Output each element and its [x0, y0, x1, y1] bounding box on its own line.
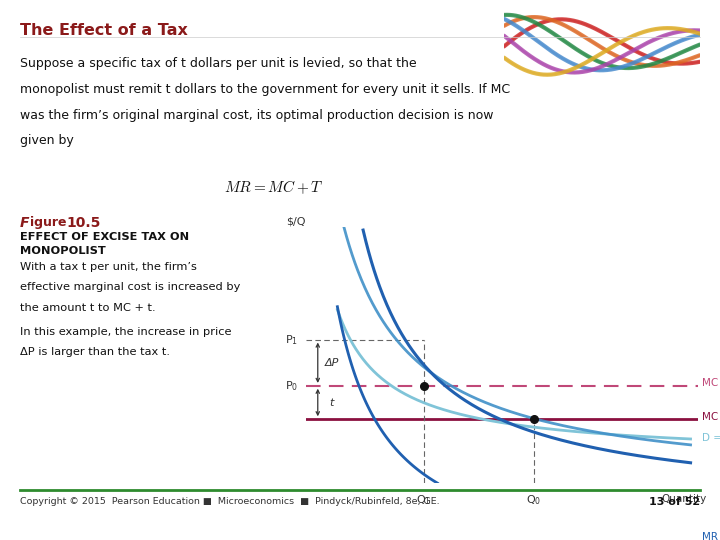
- Text: was the firm’s original marginal cost, its optimal production decision is now: was the firm’s original marginal cost, i…: [20, 109, 494, 122]
- Text: $MR = MC + T$: $MR = MC + T$: [224, 178, 323, 196]
- Text: EFFECT OF EXCISE TAX ON: EFFECT OF EXCISE TAX ON: [20, 232, 189, 242]
- Text: Quantity: Quantity: [661, 494, 706, 504]
- Text: Copyright © 2015  Pearson Education ■  Microeconomics  ■  Pindyck/Rubinfeld, 8e,: Copyright © 2015 Pearson Education ■ Mic…: [20, 497, 440, 506]
- Text: ΔP is larger than the tax t.: ΔP is larger than the tax t.: [20, 347, 170, 357]
- Text: given by: given by: [20, 134, 74, 147]
- Text: the amount t to MC + t.: the amount t to MC + t.: [20, 303, 156, 313]
- Text: 13 of 52: 13 of 52: [649, 497, 700, 507]
- Text: MR: MR: [702, 532, 719, 540]
- Text: P$_1$: P$_1$: [285, 333, 298, 347]
- Text: With a tax t per unit, the firm’s: With a tax t per unit, the firm’s: [20, 262, 197, 272]
- Text: In this example, the increase in price: In this example, the increase in price: [20, 327, 232, 337]
- Text: Q$_1$: Q$_1$: [416, 494, 431, 508]
- Text: 10.5: 10.5: [66, 216, 101, 230]
- Text: igure: igure: [30, 216, 71, 229]
- Text: MC + t: MC + t: [702, 378, 720, 388]
- Text: t: t: [329, 397, 333, 408]
- Text: The Effect of a Tax: The Effect of a Tax: [20, 23, 188, 38]
- Text: Q$_0$: Q$_0$: [526, 494, 541, 508]
- Text: effective marginal cost is increased by: effective marginal cost is increased by: [20, 282, 240, 293]
- Text: P$_0$: P$_0$: [285, 379, 298, 393]
- Text: monopolist must remit t dollars to the government for every unit it sells. If MC: monopolist must remit t dollars to the g…: [20, 83, 510, 96]
- Text: Suppose a specific tax of t dollars per unit is levied, so that the: Suppose a specific tax of t dollars per …: [20, 57, 417, 70]
- Text: $/Q: $/Q: [287, 217, 306, 227]
- Text: MONOPOLIST: MONOPOLIST: [20, 246, 106, 256]
- Text: ΔP: ΔP: [324, 357, 338, 368]
- Text: D = AR: D = AR: [702, 433, 720, 443]
- Text: MC: MC: [702, 411, 719, 422]
- Text: F: F: [20, 216, 30, 230]
